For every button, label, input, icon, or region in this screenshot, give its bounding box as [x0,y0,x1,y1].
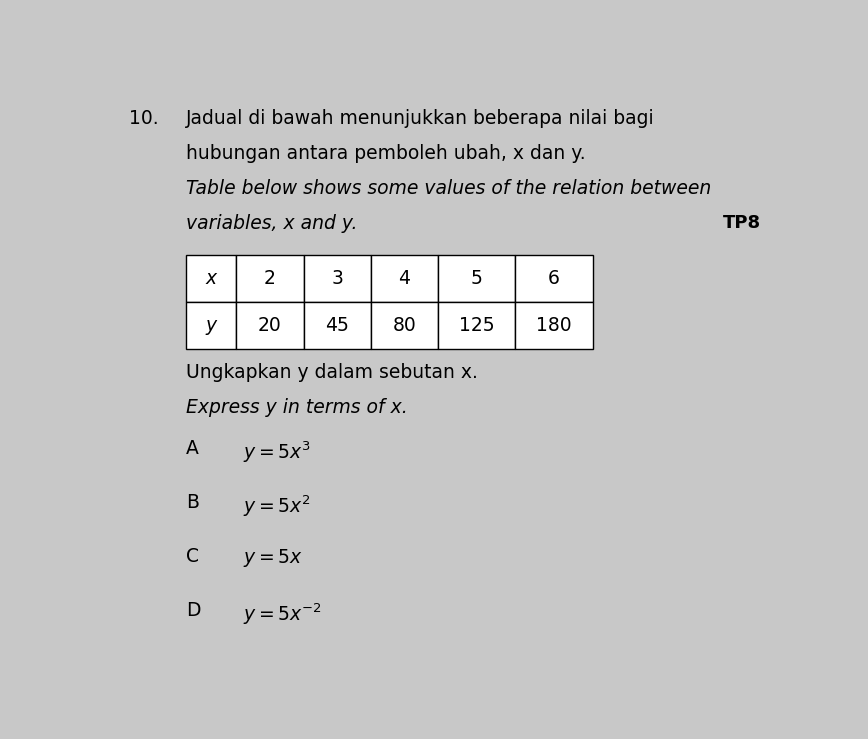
Text: variables, x and y.: variables, x and y. [186,214,358,234]
Text: 3: 3 [332,269,343,288]
Text: 180: 180 [536,316,572,335]
Text: $y = 5x^{-2}$: $y = 5x^{-2}$ [243,602,322,627]
Text: $y = 5x^2$: $y = 5x^2$ [243,493,311,519]
Bar [371,302,438,349]
Text: $y = 5x^3$: $y = 5x^3$ [243,439,311,465]
Text: Table below shows some values of the relation between: Table below shows some values of the rel… [186,179,711,198]
Text: 20: 20 [258,316,282,335]
Bar [371,256,438,302]
Text: x: x [206,269,217,288]
Bar [516,256,593,302]
Bar [304,302,371,349]
Bar [438,256,516,302]
Text: A: A [186,439,199,458]
Text: y: y [206,316,217,335]
Text: 45: 45 [326,316,349,335]
Text: 10.: 10. [128,109,158,128]
Text: TP8: TP8 [723,214,761,233]
Text: C: C [186,548,199,566]
Text: 2: 2 [264,269,276,288]
Bar [236,302,304,349]
Text: 125: 125 [459,316,495,335]
Bar [438,302,516,349]
Bar [516,302,593,349]
Text: 4: 4 [398,269,411,288]
Bar [186,256,236,302]
Text: hubungan antara pemboleh ubah, x dan y.: hubungan antara pemboleh ubah, x dan y. [186,144,586,163]
Text: Jadual di bawah menunjukkan beberapa nilai bagi: Jadual di bawah menunjukkan beberapa nil… [186,109,654,128]
Text: Express y in terms of x.: Express y in terms of x. [186,398,408,418]
Text: 5: 5 [470,269,483,288]
Bar [304,256,371,302]
Text: $y = 5x$: $y = 5x$ [243,548,303,569]
Text: Ungkapkan y dalam sebutan x.: Ungkapkan y dalam sebutan x. [186,363,477,382]
Text: 80: 80 [392,316,417,335]
Bar [236,256,304,302]
Bar [186,302,236,349]
Text: 6: 6 [549,269,560,288]
Text: D: D [186,602,201,620]
Text: B: B [186,493,199,512]
